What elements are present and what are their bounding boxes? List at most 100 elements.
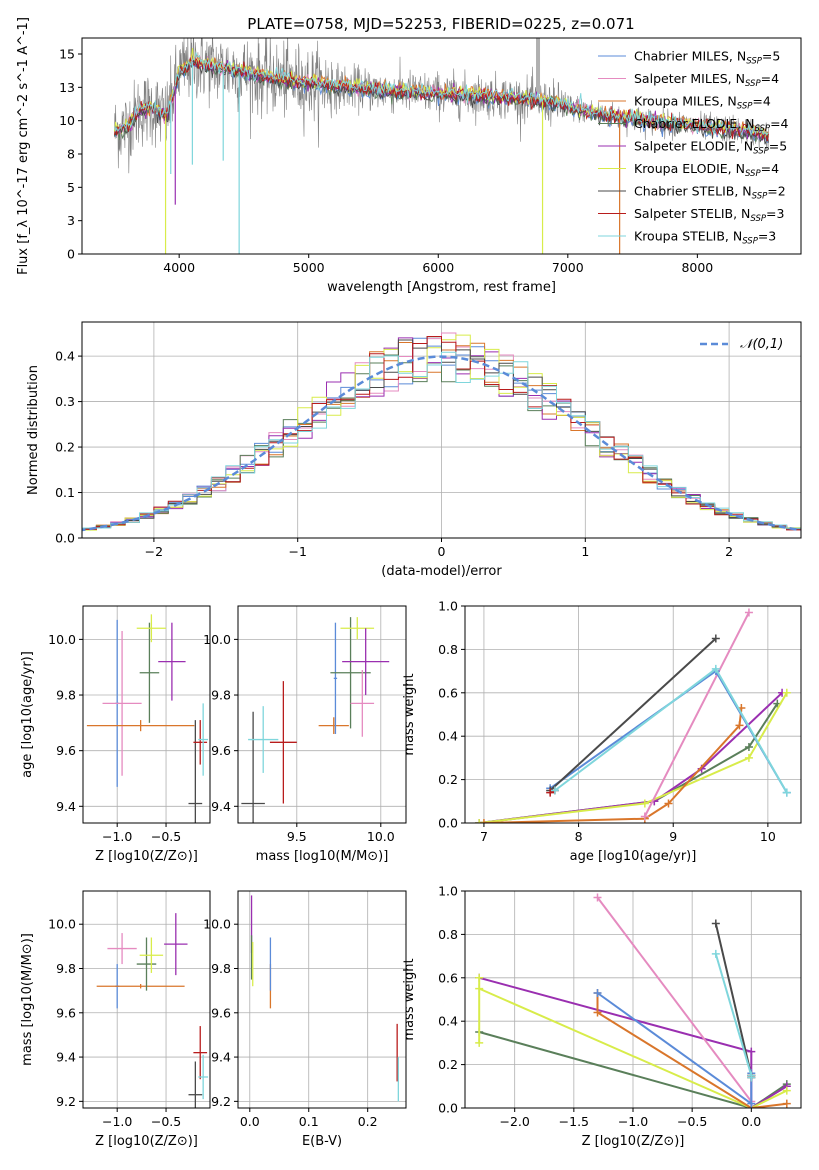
y-tick-label: 9.8 <box>56 688 76 703</box>
y-tick-label: 1.0 <box>438 884 458 899</box>
y-tick-label: 9.6 <box>211 1005 231 1020</box>
residual-histogram-panel: 𝒩(0,1) −2 −1 0 1 2 0.0 0.1 0.2 0.3 0.4 (data-model)… <box>26 321 802 579</box>
legend-count: =4 <box>770 116 788 131</box>
legend-entry: Salpeter ELODIE, NSSP=5 <box>634 139 787 157</box>
age-vs-mass-panel: 9.5 10.0 9.4 9.6 9.8 10.0 mass [log10(M/M⊙)] <box>203 605 407 864</box>
x-tick-label: 0 <box>438 544 446 559</box>
x-tick-label: 10.0 <box>367 829 395 844</box>
axes-frame <box>237 605 407 824</box>
legend-entry: 𝒩(0,1) <box>740 337 783 352</box>
series-line <box>643 612 750 817</box>
y-tick-label: 13 <box>59 80 75 95</box>
mass-weight-vs-metallicity-panel: −2.0 −1.5 −1.0 −0.5 0.0 0.0 0.2 0.4 0.6 0.8 1.0 Z [… <box>402 884 802 1149</box>
x-tick-label: 10 <box>760 829 776 844</box>
legend-entry: Salpeter STELIB, NSSP=3 <box>634 206 784 224</box>
x-tick-label: −0.5 <box>677 1114 707 1129</box>
y-tick-label: 0.6 <box>438 970 458 985</box>
plot-area <box>475 893 791 1108</box>
series-line <box>549 637 717 792</box>
legend-label: Chabrier MILES, N <box>634 49 746 64</box>
data-point <box>640 812 649 821</box>
y-tick-label: 0.4 <box>438 729 458 744</box>
data-point <box>711 919 720 928</box>
series-line <box>479 692 788 823</box>
legend-label: Chabrier STELIB, N <box>634 184 752 199</box>
legend-count: =3 <box>766 206 784 221</box>
x-tick-label: 0.2 <box>358 1114 378 1129</box>
y-tick-label: 10.0 <box>203 632 231 647</box>
x-axis-label: Z [log10(Z/Z⊙)] <box>95 1134 198 1149</box>
y-tick-label: 10.0 <box>203 917 231 932</box>
y-tick-label: 0.3 <box>55 394 75 409</box>
y-tick-label: 9.4 <box>211 799 231 814</box>
x-tick-label: −1.0 <box>618 1114 648 1129</box>
data-point <box>747 1047 756 1056</box>
data-point <box>735 721 744 730</box>
legend-label: Kroupa STELIB, N <box>634 229 742 244</box>
y-tick-label: 0.4 <box>55 349 75 364</box>
plot-area <box>82 332 801 533</box>
x-tick-label: 8 <box>575 829 583 844</box>
axes-frame <box>237 890 407 1109</box>
series-line <box>478 1031 788 1108</box>
legend-entry: Salpeter MILES, NSSP=4 <box>634 71 779 89</box>
age-vs-metallicity-panel: −1.0 −0.5 9.4 9.6 9.8 10.0 Z [log10(Z/Z⊙)] age … <box>20 605 211 864</box>
axes-frame <box>464 605 802 824</box>
histogram-step <box>82 351 801 532</box>
y-tick-label: 8 <box>67 147 75 162</box>
y-tick-label: 5 <box>67 180 75 195</box>
y-tick-label: 1.0 <box>438 599 458 614</box>
legend-entry: Kroupa ELODIE, NSSP=4 <box>634 161 779 179</box>
y-tick-label: 9.6 <box>56 743 76 758</box>
plot-area <box>96 913 209 1108</box>
y-tick-label: 0.8 <box>438 927 458 942</box>
legend-subscript: SSP <box>750 214 766 224</box>
data-point <box>664 799 673 808</box>
y-tick-label: 9.8 <box>211 961 231 976</box>
x-axis-label: age [log10(age/yr)] <box>570 849 697 864</box>
series-line <box>554 667 788 794</box>
data-point <box>475 1038 484 1047</box>
data-point <box>782 1099 791 1108</box>
legend-entry: Kroupa MILES, NSSP=4 <box>634 94 771 112</box>
axes-frame <box>82 605 211 824</box>
data-point <box>640 799 649 808</box>
y-tick-label: 0.0 <box>438 1101 458 1116</box>
y-axis-label: Flux [f_λ 10^-17 erg cm^-2 s^-1 A^-1] <box>16 17 31 275</box>
series-line <box>479 692 783 823</box>
y-tick-label: 9.8 <box>211 688 231 703</box>
data-point <box>593 893 602 902</box>
x-tick-label: 0.0 <box>741 1114 761 1129</box>
legend-subscript: SSP <box>737 102 753 112</box>
plot-area <box>241 617 390 823</box>
legend-subscript: SSP <box>753 147 769 157</box>
x-tick-label: −1.0 <box>102 829 132 844</box>
data-point <box>479 819 488 823</box>
x-tick-label: 6000 <box>422 260 454 275</box>
data-point <box>711 664 720 673</box>
legend-label: Chabrier ELODIE, N <box>634 116 754 131</box>
y-tick-label: 9.6 <box>211 743 231 758</box>
x-tick-label: −1 <box>288 544 306 559</box>
mass-weight-vs-age-panel: 7 8 9 10 0.0 0.2 0.4 0.6 0.8 1.0 age [log10(age/yr… <box>402 599 802 864</box>
x-tick-label: 0.0 <box>240 1114 260 1129</box>
data-point <box>744 753 753 762</box>
x-tick-label: 9.5 <box>287 829 307 844</box>
legend-subscript: SSP <box>752 192 768 202</box>
legend-subscript: SSP <box>742 237 758 247</box>
series-line <box>714 953 753 1078</box>
y-tick-label: 9.6 <box>56 1005 76 1020</box>
data-point <box>475 984 484 993</box>
mass-vs-metallicity-panel: −1.0 −0.5 9.2 9.4 9.6 9.8 10.0 Z [log10(Z/Z⊙)] m… <box>20 890 211 1149</box>
legend-count: =4 <box>761 71 779 86</box>
y-tick-label: 15 <box>59 47 75 62</box>
data-point <box>782 1086 791 1095</box>
series-line <box>714 923 753 1076</box>
axes-frame <box>81 37 802 255</box>
data-point <box>711 949 720 958</box>
legend-entry: Kroupa STELIB, NSSP=3 <box>634 229 776 247</box>
y-tick-label: 0 <box>67 247 75 262</box>
y-tick-label: 0.2 <box>438 1057 458 1072</box>
